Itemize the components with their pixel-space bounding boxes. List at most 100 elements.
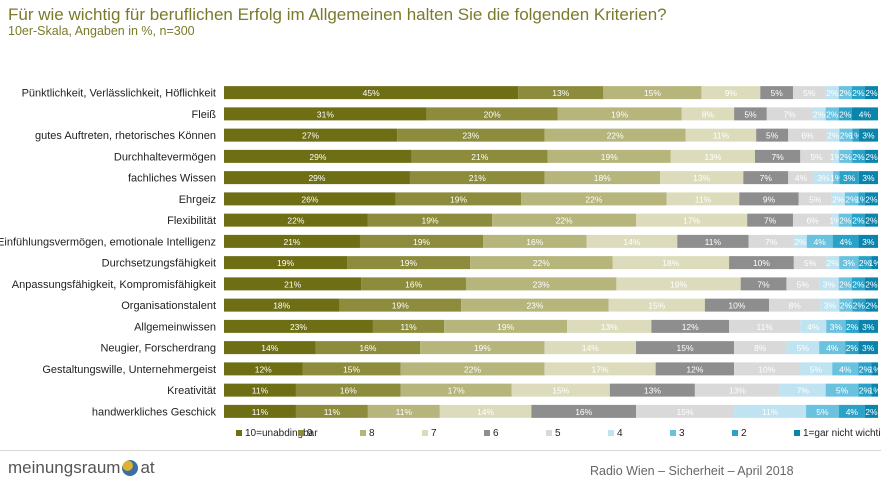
- bar-segment: [766, 107, 813, 121]
- bar-segment: [858, 256, 872, 270]
- data-label: 5%: [810, 152, 823, 162]
- data-label: 29%: [309, 152, 326, 162]
- bar-segment: [372, 319, 445, 333]
- bar-segment: [531, 404, 637, 418]
- bar-segment: [831, 192, 845, 206]
- bar-segment: [655, 362, 735, 376]
- bar-segment: [754, 149, 801, 163]
- data-label: 19%: [450, 194, 467, 204]
- bar-segment: [793, 256, 827, 270]
- category-label: Durchhaltevermögen: [114, 151, 216, 163]
- data-label: 2%: [852, 216, 865, 226]
- data-label: 21%: [471, 152, 488, 162]
- data-label: 29%: [308, 173, 325, 183]
- data-label: 3%: [862, 237, 875, 247]
- bar-segment: [444, 319, 568, 333]
- bar-segment: [677, 234, 749, 248]
- data-label: 2%: [839, 88, 852, 98]
- bar-segment: [858, 171, 878, 185]
- data-label: 3%: [824, 301, 837, 311]
- bar-segment: [864, 404, 878, 418]
- data-label: 19%: [611, 109, 628, 119]
- bar-segment: [756, 128, 789, 142]
- bar-segment: [739, 192, 799, 206]
- data-label: 4%: [859, 109, 872, 119]
- bar-segment: [544, 171, 660, 185]
- bar-segment: [224, 171, 410, 185]
- bar-segment: [339, 298, 462, 312]
- bar-segment: [608, 298, 705, 312]
- bar-segment: [819, 341, 846, 355]
- bar-segment: [858, 192, 865, 206]
- bar-segment: [852, 149, 866, 163]
- bar-segment: [832, 213, 839, 227]
- bar-segment: [839, 128, 853, 142]
- bar-segment: [858, 362, 872, 376]
- data-label: 12%: [682, 322, 699, 332]
- data-label: 1%: [869, 258, 881, 268]
- data-label: 5%: [803, 88, 816, 98]
- bar-segment: [729, 256, 794, 270]
- bar-segment: [838, 213, 852, 227]
- data-label: 14%: [623, 237, 640, 247]
- bar-segment: [521, 192, 667, 206]
- bar-segment: [788, 128, 827, 142]
- bar-segment: [224, 107, 427, 121]
- legend-swatch: [236, 430, 242, 436]
- data-label: 13%: [704, 152, 721, 162]
- data-label: 10%: [753, 258, 770, 268]
- category-label: Organisationstalent: [121, 300, 216, 312]
- category-label: Ehrgeiz: [179, 194, 216, 206]
- data-label: 17%: [592, 364, 609, 374]
- data-label: 4%: [807, 322, 820, 332]
- data-label: 19%: [392, 301, 409, 311]
- data-label: 13%: [552, 88, 569, 98]
- data-label: 19%: [400, 258, 417, 268]
- data-label: 19%: [277, 258, 294, 268]
- bar-segment: [871, 383, 878, 397]
- bar-segment: [864, 213, 878, 227]
- data-label: 20%: [484, 109, 501, 119]
- bar-segment: [315, 341, 421, 355]
- legend-swatch: [298, 430, 304, 436]
- data-label: 2%: [839, 216, 852, 226]
- bar-segment: [224, 341, 316, 355]
- data-label: 17%: [448, 386, 465, 396]
- data-label: 2%: [853, 301, 866, 311]
- bar-segment: [367, 404, 440, 418]
- data-label: 26%: [301, 194, 318, 204]
- bar-segment: [813, 171, 834, 185]
- bar-segment: [367, 213, 493, 227]
- data-label: 23%: [526, 301, 543, 311]
- bar-segment: [420, 341, 545, 355]
- data-label: 7%: [757, 279, 770, 289]
- bar-segment: [826, 256, 840, 270]
- data-label: 1%: [855, 194, 868, 204]
- data-label: 3%: [862, 173, 875, 183]
- bar-segment: [845, 341, 859, 355]
- legend-label: 7: [431, 428, 437, 439]
- bar-segment: [670, 149, 755, 163]
- data-label: 2%: [839, 279, 852, 289]
- data-label: 18%: [273, 301, 290, 311]
- bar-segment: [864, 277, 878, 291]
- legend-label: 2: [741, 428, 747, 439]
- data-label: 2%: [846, 343, 859, 353]
- category-label: Kreativität: [167, 385, 216, 397]
- data-label: 9%: [763, 194, 776, 204]
- data-label: 3%: [862, 131, 875, 141]
- data-label: 2%: [859, 386, 872, 396]
- data-label: 19%: [413, 237, 430, 247]
- bar-segment: [224, 234, 360, 248]
- category-label: Gestaltungswille, Unternehmergeist: [42, 364, 216, 376]
- bar-segment: [800, 319, 827, 333]
- bar-segment: [567, 319, 652, 333]
- bar-segment: [518, 86, 604, 100]
- data-label: 11%: [705, 237, 722, 247]
- legend-swatch: [794, 430, 800, 436]
- bar-segment: [666, 192, 740, 206]
- bar-segment: [851, 107, 878, 121]
- data-label: 23%: [462, 131, 479, 141]
- legend-label: 4: [617, 428, 623, 439]
- category-label: Fleiß: [192, 109, 217, 121]
